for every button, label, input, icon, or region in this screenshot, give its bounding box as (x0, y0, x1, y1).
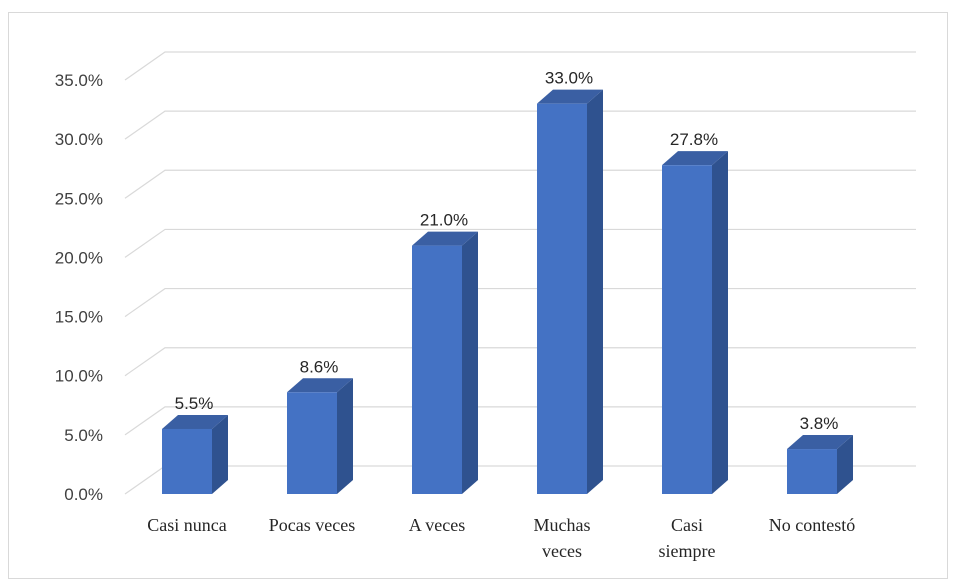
bar-top (787, 435, 853, 450)
data-label: 21.0% (420, 211, 468, 230)
bar-top (537, 89, 603, 104)
y-tick-label: 15.0% (55, 308, 103, 327)
x-tick-label: Pocas veces (269, 515, 355, 535)
y-tick-label: 20.0% (55, 248, 103, 267)
bar-top (662, 151, 728, 166)
gridline (124, 287, 916, 318)
data-label: 5.5% (175, 394, 214, 413)
bar-side (712, 151, 728, 494)
data-label: 33.0% (545, 69, 593, 88)
bar (787, 449, 837, 494)
x-axis-tick-labels: Casi nunca Pocas veces A veces Muchas veces C… (147, 515, 855, 561)
bar-top (162, 414, 228, 429)
bar-top (287, 378, 353, 393)
gridline (124, 169, 916, 199)
data-label: 8.6% (300, 357, 339, 376)
y-tick-label: 5.0% (64, 426, 103, 445)
gridlines (124, 51, 916, 495)
bar (662, 165, 712, 494)
x-tick-label: No contestó (769, 515, 855, 535)
bar (162, 428, 212, 494)
gridline (124, 406, 916, 436)
bar-side (337, 378, 353, 494)
y-axis-tick-labels: 0.0% 5.0% 10.0% 15.0% 20.0% 25.0% 30.0% 35.0% (55, 71, 103, 504)
bars (162, 89, 853, 495)
x-tick-label: Muchas (534, 515, 591, 535)
gridline (124, 51, 916, 81)
bar-side (837, 435, 853, 494)
y-tick-label: 30.0% (55, 130, 103, 149)
x-tick-label: Casi nunca (147, 515, 226, 535)
x-tick-label: veces (542, 541, 582, 561)
data-label: 3.8% (800, 414, 839, 433)
y-tick-label: 10.0% (55, 367, 103, 386)
bar (412, 245, 462, 494)
bar-side (212, 414, 228, 494)
gridline (124, 110, 916, 140)
bar-side (462, 231, 478, 494)
bar-top (412, 231, 478, 246)
y-tick-label: 35.0% (55, 71, 103, 90)
x-tick-label: Casi (671, 515, 703, 535)
bar (537, 103, 587, 495)
x-tick-label: siempre (659, 541, 716, 561)
data-label: 27.8% (670, 130, 718, 149)
gridline (124, 347, 916, 377)
x-tick-label: A veces (409, 515, 465, 535)
bar-side (587, 89, 603, 495)
y-tick-label: 0.0% (64, 485, 103, 504)
bar (287, 392, 337, 494)
data-labels: 5.5% 8.6% 21.0% 33.0% 27.8% 3.8% (175, 69, 839, 433)
y-tick-label: 25.0% (55, 189, 103, 208)
gridline (124, 228, 916, 258)
